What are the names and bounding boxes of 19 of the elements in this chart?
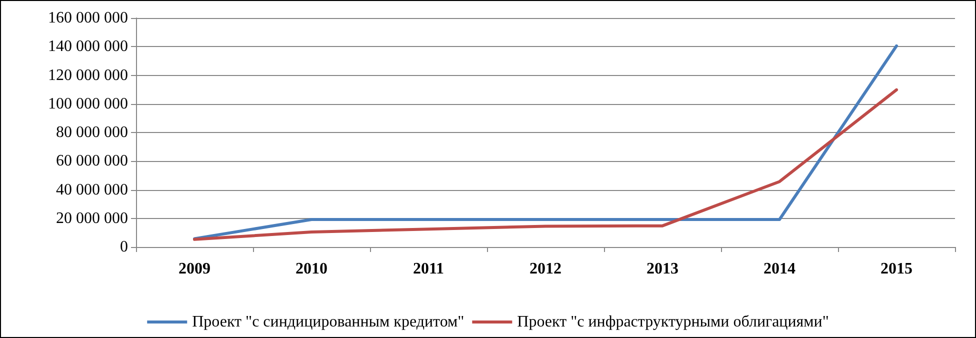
line-series [193, 88, 898, 241]
x-tick-label: 2010 [296, 260, 328, 278]
x-tick-label: 2014 [764, 260, 796, 278]
y-tick-label: 40 000 000 [56, 181, 128, 198]
y-tick-label: 140 000 000 [48, 38, 128, 56]
y-tick-label: 80 000 000 [56, 124, 128, 141]
x-tick-label: 2012 [530, 260, 562, 278]
x-tick-label: 2009 [178, 260, 210, 278]
y-tick-label: 100 000 000 [48, 95, 128, 112]
x-tick-label: 2015 [880, 260, 912, 278]
x-tick-label: 2013 [646, 260, 678, 278]
x-tick-label: 2011 [412, 260, 444, 278]
legend-label: Проект "с синдицированным кредитом" [192, 314, 464, 330]
y-tick-label: 0 [120, 238, 128, 256]
y-tick-label: 160 000 000 [48, 10, 128, 26]
y-tick-label: 120 000 000 [48, 66, 128, 84]
y-tick-label: 60 000 000 [56, 152, 128, 170]
legend-label: Проект "с инфраструктурными облигациями" [517, 314, 829, 330]
y-tick-label: 20 000 000 [56, 210, 128, 227]
